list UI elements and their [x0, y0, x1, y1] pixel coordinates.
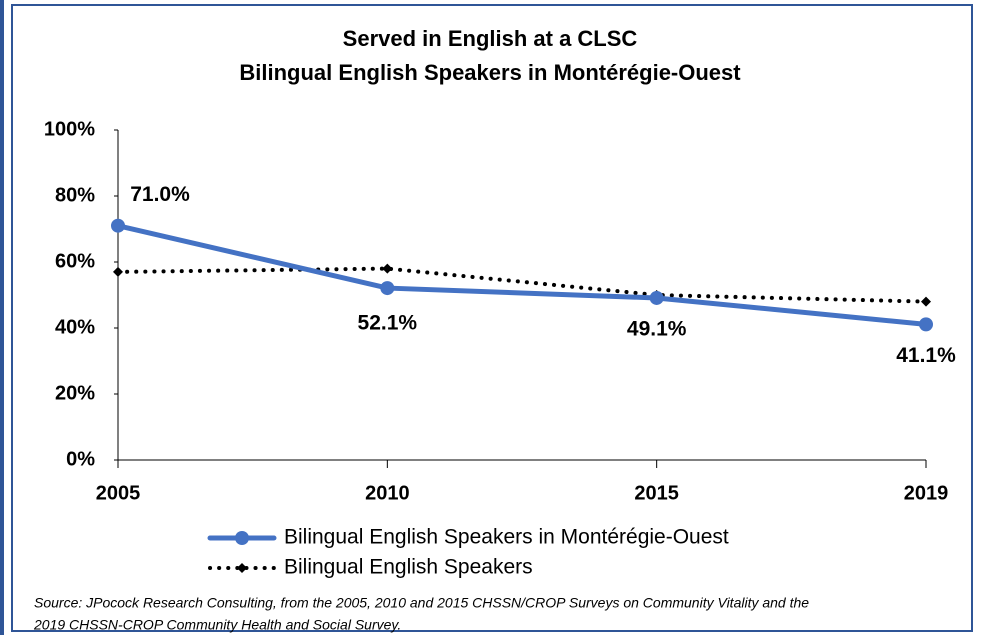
point [380, 281, 395, 296]
series-line [116, 266, 928, 304]
y-tick-label: 0% [66, 448, 95, 470]
chart-subtitle: Bilingual English Speakers in Montérégie… [239, 60, 741, 85]
edge [0, 0, 4, 635]
point [382, 263, 393, 274]
x-tick-label: 2015 [634, 482, 679, 504]
legend-marker [235, 531, 249, 545]
legend-label: Bilingual English Speakers [284, 556, 533, 579]
x-tick-label: 2019 [904, 482, 949, 504]
series-line [115, 223, 929, 327]
data-label: 52.1% [358, 312, 418, 335]
point [649, 290, 664, 305]
point [921, 296, 931, 307]
point [919, 317, 933, 332]
data-label: 49.1% [627, 318, 687, 341]
chart-title: Served in English at a CLSC [343, 26, 638, 51]
data-label: 71.0% [130, 183, 190, 206]
y-tick-label: 40% [55, 316, 95, 338]
legend-label: Bilingual English Speakers in Montérégie… [284, 526, 729, 549]
y-tick-label: 100% [44, 118, 95, 140]
y-tick-label: 20% [55, 382, 95, 404]
legend-marker [237, 563, 247, 573]
point [113, 266, 123, 277]
y-tick-label: 60% [55, 250, 95, 272]
source-note: 2019 CHSSN-CROP Community Health and Soc… [33, 617, 401, 633]
chart-frame [11, 4, 973, 632]
point [111, 218, 125, 233]
x-tick-label: 2005 [96, 482, 141, 504]
y-tick-label: 80% [55, 184, 95, 206]
source-note: Source: JPocock Research Consulting, fro… [34, 595, 809, 611]
x-tick-label: 2010 [365, 482, 410, 504]
data-label: 41.1% [896, 344, 956, 367]
